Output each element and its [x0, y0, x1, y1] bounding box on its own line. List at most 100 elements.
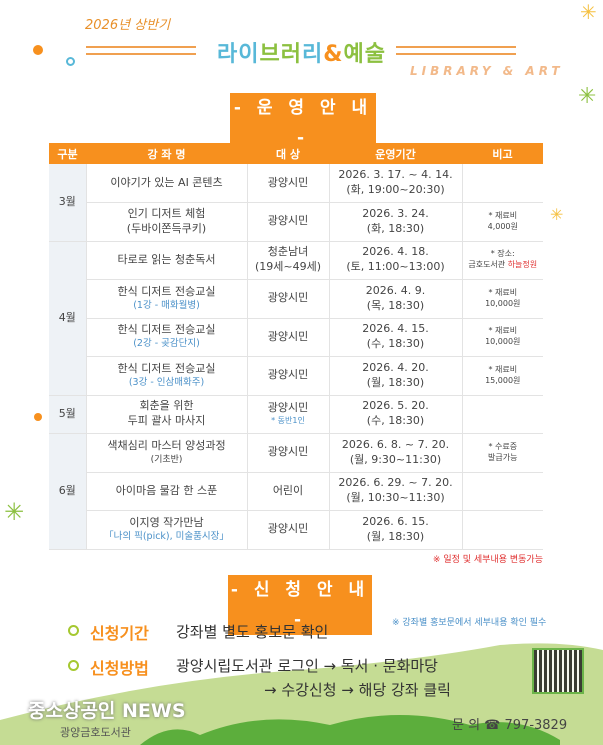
column-header: 운영기간 — [329, 143, 462, 164]
period-time: (화, 19:00~20:30) — [346, 183, 445, 196]
note-line: * 재료비 — [488, 364, 518, 374]
period-time: (월, 10:30~11:30) — [346, 491, 445, 505]
table-row: 4월 타로로 읽는 청춘독서 청춘남녀 (19세~49세) 2026. 4. 18. (토… — [49, 241, 543, 396]
target-cell: 광양시민 — [246, 202, 329, 242]
course-subtitle: (2강 - 곶감단지) — [133, 338, 200, 350]
note-line: 발급가능 — [488, 452, 518, 462]
period-time: (월, 18:30) — [366, 375, 425, 389]
footnote: ※ 일정 및 세부내용 변동가능 — [432, 554, 543, 565]
apply-period-note: ※ 강좌별 홍보문에서 세부내용 확인 필수 — [392, 618, 547, 628]
period-time: (수, 18:30) — [366, 414, 425, 428]
blue-circle — [66, 57, 75, 66]
note-cell — [461, 472, 543, 511]
table-row: 5월 회춘을 위한 두피 괄사 마사지 광양시민 * 동반1인 2026. 5. 20.(… — [49, 395, 543, 434]
course-name: 인기 디저트 체험 — [127, 206, 206, 220]
apply-period-label: 신청기간 — [90, 624, 149, 643]
course-name-cell: 타로로 읽는 청춘독서 — [85, 241, 247, 280]
column-header: 구분 — [49, 143, 86, 164]
course-name: 이지영 작가만남 — [129, 515, 204, 529]
course-name-cell: 한식 디저트 전승교실 (1강 - 매화월병) — [85, 279, 247, 319]
note-cell: * 재료비 10,000원 — [461, 318, 543, 357]
english-title: LIBRARY & ART — [410, 64, 564, 78]
period-cell: 2026. 4. 20. (월, 18:30) — [328, 356, 462, 396]
target-cell: 광양시민 — [246, 356, 329, 396]
sparkle-icon: ✳ — [550, 205, 564, 224]
note-cell — [461, 395, 543, 434]
note-line: 10,000원 — [485, 337, 521, 347]
target-subtitle: (19세~49세) — [254, 260, 322, 274]
period-time: (수, 18:30) — [366, 337, 425, 351]
table-row: 6월 색채심리 마스터 양성과정 (기초반) 광양시민 2026. 6. 8. ~ 7.… — [49, 433, 543, 550]
bullet-icon — [68, 625, 79, 636]
decor-line — [86, 46, 196, 48]
period-date: 2026. 4. 20. — [362, 360, 429, 374]
orange-dot — [33, 45, 43, 55]
subtitle: 2026년 상반기 — [85, 18, 171, 33]
apply-method-line1: 광양시립도서관 로그인 → 독서 · 문화마당 — [176, 657, 438, 675]
note-line: * 재료비 — [488, 326, 518, 336]
note-line: * 재료비 — [488, 210, 518, 220]
period-date: 2026. 6. 15. — [362, 514, 429, 528]
page-title: 라이브러리&예술 — [0, 36, 603, 68]
period-time: (목, 18:30) — [366, 298, 425, 312]
course-name-cell: 이지영 작가만남 「나의 픽(pick), 미술품시장」 — [85, 510, 247, 550]
course-name: 한식 디저트 전승교실 — [117, 361, 216, 375]
sparkle-icon: ✳ — [578, 84, 597, 109]
title-part: 브러 — [259, 42, 303, 67]
month-cell: 4월 — [49, 241, 86, 396]
section-apply-badge: - 신 청 안 내 - — [228, 575, 372, 635]
course-subtitle: 「나의 픽(pick), 미술품시장」 — [104, 530, 229, 542]
period-time: (화, 18:30) — [366, 221, 425, 235]
target: 광양시민 — [267, 445, 309, 459]
period-date: 2026. 6. 29. ~ 7. 20. — [338, 476, 453, 490]
note-line: 4,000원 — [487, 221, 518, 231]
note-cell: * 재료비 4,000원 — [461, 202, 543, 242]
table-row: 한식 디저트 전승교실 (1강 - 매화월병) 광양시민 2026. 4. 9. (목,… — [49, 279, 543, 319]
period-cell: 2026. 4. 15. (수, 18:30) — [328, 318, 462, 357]
target: 광양시민 — [267, 175, 309, 189]
course-name-cell: 인기 디저트 체험 (두바이쫀득쿠키) — [85, 202, 247, 242]
title-part: 예술 — [343, 42, 386, 67]
target-cell: 광양시민 — [246, 433, 329, 473]
course-name-cell: 한식 디저트 전승교실 (3강 - 인삼매화주) — [85, 356, 247, 396]
note-line: * 수료증 — [488, 441, 518, 451]
table-row: 이지영 작가만남 「나의 픽(pick), 미술품시장」 광양시민 2026. 6. … — [49, 510, 543, 550]
period-date: 2026. 4. 15. — [362, 322, 429, 336]
watermark: 중소상공인 NEWS — [28, 700, 186, 722]
apply-period-value: 강좌별 별도 홍보문 확인 — [176, 623, 329, 641]
target-cell: 광양시민 — [246, 164, 329, 203]
apply-method-label: 신청방법 — [90, 659, 149, 678]
note-line: * 장소: — [490, 249, 515, 259]
course-name-cell: 한식 디저트 전승교실 (2강 - 곶감단지) — [85, 318, 247, 357]
target-cell: 청춘남녀 (19세~49세) — [246, 241, 329, 280]
target: 광양시민 — [267, 401, 309, 415]
qr-code[interactable] — [532, 648, 584, 694]
decor-line — [396, 46, 516, 48]
period-cell: 2026. 3. 24. (화, 18:30) — [328, 202, 462, 242]
target: 청춘남녀 — [267, 245, 309, 259]
period-date: 2026. 4. 18. — [362, 245, 429, 259]
column-header: 강 좌 명 — [86, 143, 247, 164]
note-cell: * 재료비 10,000원 — [461, 279, 543, 319]
course-subtitle: (두바이쫀득쿠키) — [126, 221, 207, 235]
note-cell — [461, 164, 543, 203]
course-name: 한식 디저트 전승교실 — [117, 284, 216, 298]
course-name: 색채심리 마스터 양성과정 — [107, 439, 226, 453]
target: 광양시민 — [267, 522, 309, 536]
period-cell: 2026. 6. 8. ~ 7. 20. (월, 9:30~11:30) — [328, 433, 462, 473]
library-logo-text: 광양금호도서관 — [60, 726, 131, 739]
decor-line — [396, 53, 516, 55]
target-cell: 어린이 — [246, 472, 329, 511]
target-cell: 광양시민 — [246, 318, 329, 357]
table-row: 3월 이야기가 있는 AI 콘텐츠 광양시민 2026. 3. 17. ~ 4. 14… — [49, 164, 543, 242]
period-date: 2026. 3. 17. ~ 4. 14. — [338, 168, 453, 182]
period-cell: 2026. 4. 9. (목, 18:30) — [328, 279, 462, 319]
note-line: * 재료비 — [488, 287, 518, 297]
course-name-cell: 색채심리 마스터 양성과정 (기초반) — [85, 433, 247, 473]
target: 광양시민 — [267, 214, 309, 228]
note-cell: * 재료비 15,000원 — [461, 356, 543, 396]
target-cell: 광양시민 — [246, 510, 329, 550]
note-line: 15,000원 — [485, 375, 521, 385]
